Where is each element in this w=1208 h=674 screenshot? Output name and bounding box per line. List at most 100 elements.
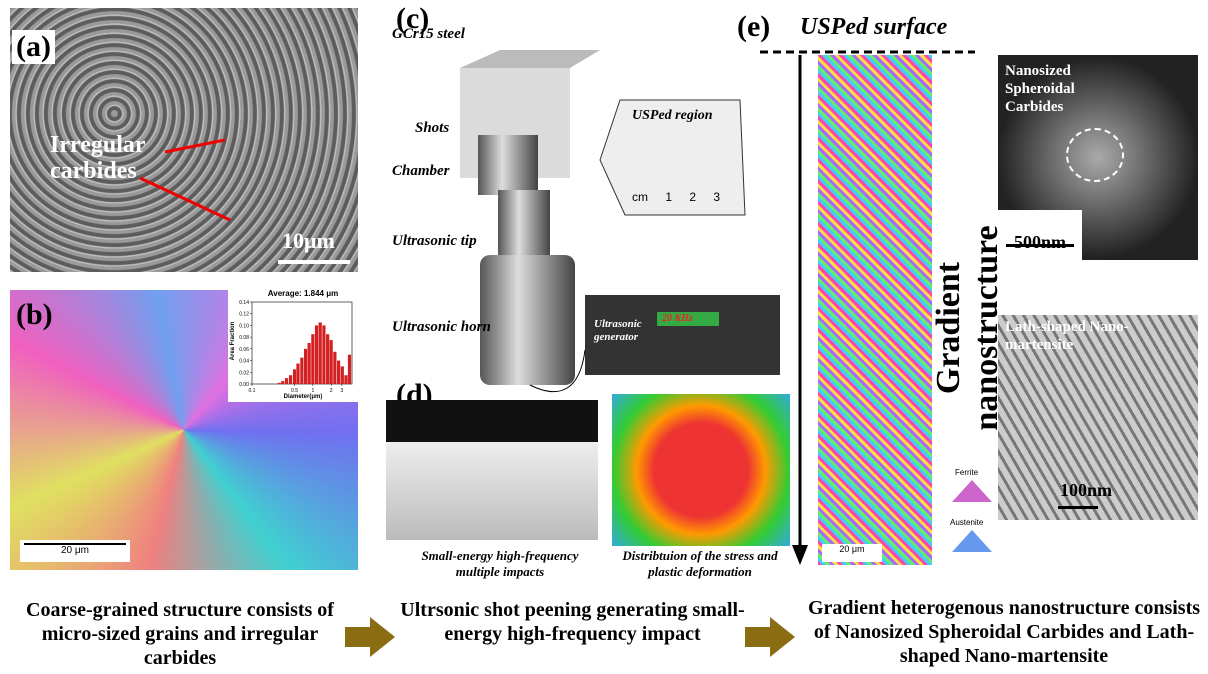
- bar: [314, 325, 319, 384]
- ruler-label: 2: [689, 190, 697, 204]
- scale-box: 500nm: [998, 210, 1082, 260]
- bar: [277, 382, 281, 384]
- ipf-triangle: [952, 480, 992, 502]
- y-tick-label: 0.12: [239, 312, 249, 318]
- x-tick-label: 1: [311, 388, 314, 394]
- hist-title: Average: 1.844 μm: [268, 289, 338, 298]
- bar: [340, 366, 344, 384]
- text: Ultrasonic: [594, 318, 642, 330]
- part-label: Ultrasonic tip: [392, 233, 477, 249]
- part-label: Chamber: [392, 163, 450, 179]
- text: Carbides: [1005, 99, 1064, 115]
- caption: Gradient heterogenous nanostructure cons…: [807, 597, 1201, 667]
- x-tick-label: 3: [340, 388, 343, 394]
- caption: Ultrsonic shot peening generating small-…: [400, 599, 745, 645]
- scale-label: 100nm: [1060, 480, 1113, 500]
- arrow: [139, 176, 231, 222]
- highlight: [1066, 128, 1124, 182]
- bar: [303, 348, 308, 384]
- bar: [322, 325, 326, 384]
- caption: Small-energy high-frequency multiple imp…: [421, 548, 579, 579]
- scale-label: 20 μm: [24, 543, 126, 556]
- ipf-triangle: [952, 530, 992, 552]
- bar: [300, 357, 304, 384]
- tem-label: Nanosized Spheroidal Carbides: [1005, 62, 1075, 116]
- y-label: Area Fraction: [230, 321, 236, 360]
- bar: [288, 375, 293, 384]
- bar: [292, 369, 297, 384]
- horn: [480, 255, 575, 385]
- bar: [347, 354, 352, 384]
- part-label: GCr15 steel: [392, 26, 465, 42]
- flow-arrows: [345, 617, 795, 657]
- y-tick-label: 0.04: [239, 359, 249, 365]
- caption: Distribtuion of the stress and plastic d…: [622, 548, 778, 579]
- y-tick-label: 0.14: [239, 300, 249, 306]
- axis-label: Gradient nanostructure: [930, 225, 1005, 431]
- scale-bar: [1058, 506, 1098, 509]
- panel-label: (e): [737, 10, 771, 43]
- bar: [326, 334, 330, 384]
- generator-label: Ultrasonic generator: [594, 318, 642, 344]
- ruler: cm 1 2 3: [632, 190, 720, 204]
- bar: [329, 340, 333, 384]
- part-label: Ultrasonic horn: [392, 319, 491, 335]
- tip: [478, 135, 538, 195]
- bar: [296, 363, 300, 384]
- generator: [585, 295, 780, 375]
- photo: [386, 400, 598, 540]
- bar: [337, 360, 341, 384]
- text: carbides: [50, 158, 137, 184]
- bar: [281, 381, 285, 384]
- frequency: 20 KHz: [662, 313, 693, 324]
- cable: [529, 349, 586, 393]
- arrow: [164, 138, 226, 154]
- text: Lath-shaped Nano-: [1005, 319, 1129, 335]
- panel-label: (a): [12, 30, 55, 64]
- scale-label: 10μm: [282, 228, 335, 253]
- scale-box: 20 μm: [20, 540, 130, 562]
- panel-label: (b): [16, 298, 53, 331]
- device: [460, 50, 780, 393]
- bar: [318, 322, 322, 384]
- plate: [460, 50, 600, 68]
- inset-label: USPed region: [632, 108, 713, 123]
- bar: [307, 343, 311, 384]
- text: martensite: [1005, 337, 1074, 353]
- caption: Coarse-grained structure consists of mic…: [26, 599, 334, 669]
- histogram: Average: 1.844 μm Diameter(μm) Area Frac…: [228, 286, 358, 402]
- inset-frame: [599, 99, 746, 216]
- bar: [344, 375, 348, 384]
- display: [657, 312, 719, 326]
- surface-label: USPed surface: [800, 14, 948, 40]
- arrow: [345, 617, 395, 657]
- y-tick-label: 0.10: [239, 323, 249, 329]
- axis-arrow: [760, 50, 975, 565]
- ebsd-strip: [818, 55, 932, 565]
- ruler-label: 3: [713, 190, 721, 204]
- x-tick-label: 0.5: [291, 388, 298, 394]
- text: Spheroidal: [1005, 81, 1075, 97]
- sem-image: [10, 8, 358, 272]
- scale-label: 20 μm: [822, 544, 882, 562]
- text: generator: [594, 331, 638, 343]
- panel-label: (c): [392, 2, 434, 36]
- stress-map: [612, 394, 790, 546]
- ruler-label: cm: [632, 190, 648, 204]
- scale-label: 500nm: [1013, 232, 1066, 252]
- x-tick-label: 0.1: [249, 388, 256, 394]
- bar: [284, 378, 289, 384]
- part-label: Shots: [415, 120, 450, 136]
- tem-label: Lath-shaped Nano-martensite: [1005, 318, 1129, 354]
- tem-image: [998, 315, 1198, 520]
- tip-body: [498, 190, 550, 260]
- ruler-label: 1: [665, 190, 673, 204]
- x-label: Diameter(μm): [284, 394, 323, 400]
- x-tick-label: 2: [330, 388, 333, 394]
- y-tick-label: 0.06: [239, 347, 249, 353]
- text: Irregular: [50, 132, 146, 158]
- y-tick-label: 0.08: [239, 335, 249, 341]
- scale-bar: [1006, 244, 1074, 247]
